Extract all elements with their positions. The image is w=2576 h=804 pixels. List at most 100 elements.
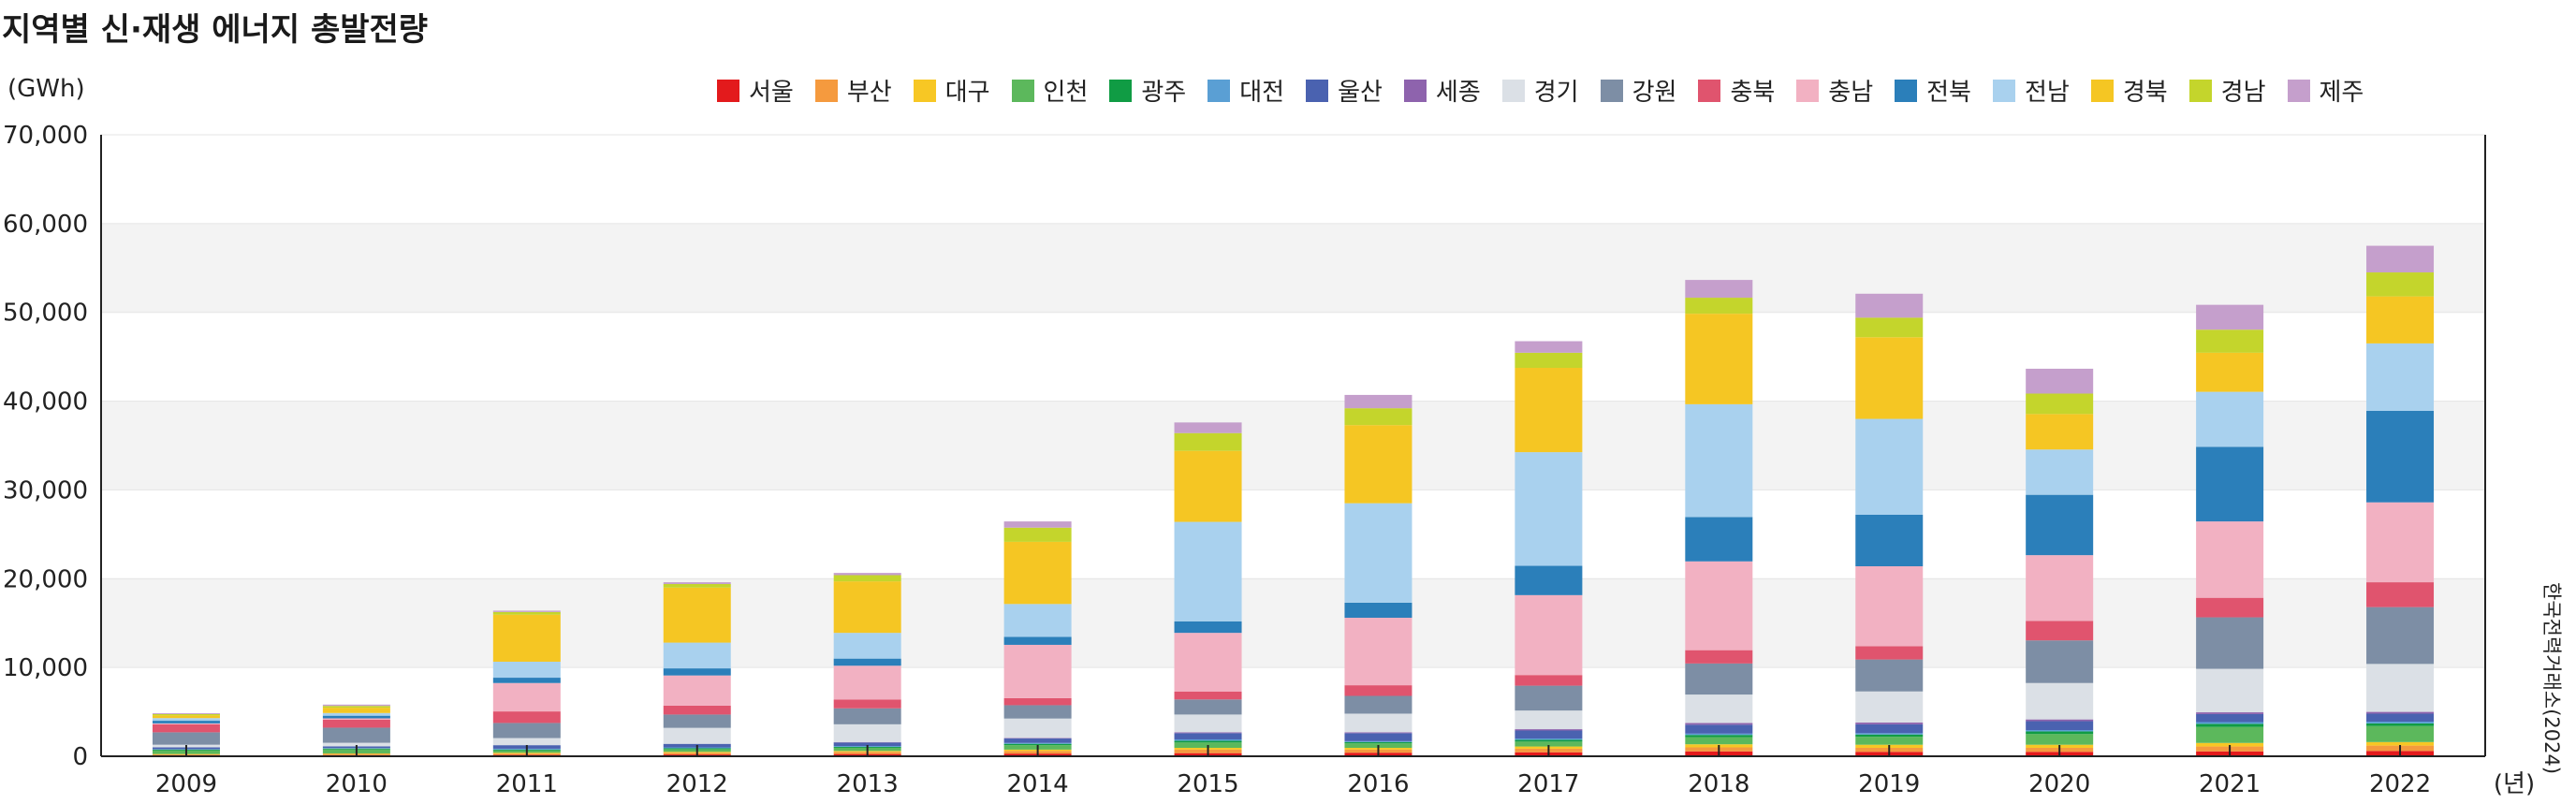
bar-segment <box>2366 725 2435 742</box>
bar-segment <box>492 661 561 679</box>
bar-segment <box>2366 741 2435 746</box>
legend-item: 전남 <box>1992 73 2070 108</box>
bar-segment <box>1174 699 1242 715</box>
bar-segment <box>1174 450 1242 522</box>
bar-segment <box>2366 582 2435 607</box>
source-note: 한국전력거래소(2024) <box>2540 582 2563 775</box>
bar-segment <box>1515 565 1583 595</box>
bar-segment <box>1344 685 1412 696</box>
bar-segment <box>1515 710 1583 730</box>
bar-segment <box>152 732 220 745</box>
bar-segment <box>1174 521 1242 621</box>
legend-label: 전북 <box>1926 79 1971 107</box>
bar-segment <box>2196 742 2264 747</box>
bar-segment <box>833 708 901 724</box>
x-tick-label: 2017 <box>1517 770 1579 798</box>
bar-segment <box>2196 304 2264 330</box>
bar-segment <box>1003 636 1072 645</box>
bar-segment <box>322 742 390 747</box>
bar-segment <box>2026 494 2094 556</box>
bar-segment <box>492 614 561 662</box>
bar-segment <box>1515 739 1583 742</box>
bar-segment <box>492 611 561 615</box>
y-tick-label: 40,000 <box>3 388 88 417</box>
bar-segment <box>1685 694 1753 724</box>
bar-segment <box>1003 738 1072 743</box>
bar-segment <box>663 705 731 715</box>
bar-segment <box>1515 675 1583 686</box>
bar-segment <box>322 704 390 707</box>
bar-segment <box>663 587 731 643</box>
bar-segment <box>1344 602 1412 619</box>
bar-segment <box>1174 738 1242 741</box>
bar-segment <box>1515 730 1583 739</box>
bar-segment <box>1344 618 1412 686</box>
bar-segment <box>2366 272 2435 297</box>
x-tick-label: 2022 <box>2369 770 2431 798</box>
grid-band <box>101 578 2485 668</box>
grid-band <box>101 490 2485 579</box>
legend-swatch <box>1992 79 2015 102</box>
x-tick-label: 2011 <box>496 770 558 798</box>
y-tick-label: 50,000 <box>3 300 88 328</box>
legend-label: 부산 <box>846 79 892 107</box>
bar-segment <box>322 706 390 709</box>
bar-segment <box>2026 449 2094 495</box>
bar-segment <box>152 715 220 719</box>
bar-segment <box>322 715 390 719</box>
bar-segment <box>1003 521 1072 528</box>
bar-segment <box>2196 391 2264 447</box>
legend-item: 대구 <box>913 73 990 108</box>
bar-segment <box>1855 733 1924 735</box>
x-tick-label: 2016 <box>1347 770 1409 798</box>
legend-swatch <box>717 79 739 102</box>
grid-band <box>101 667 2485 756</box>
bar-segment <box>2196 352 2264 392</box>
bar-segment <box>2366 607 2435 665</box>
bar-segment <box>1344 741 1412 744</box>
bar-segment <box>2026 555 2094 621</box>
bar-segment <box>1174 633 1242 692</box>
bar-segment <box>2196 724 2264 727</box>
bar-segment <box>2026 393 2094 415</box>
bar-segment <box>2196 597 2264 618</box>
bar-segment <box>663 675 731 706</box>
x-tick-label: 2012 <box>666 770 728 798</box>
legend-swatch <box>1208 79 1231 102</box>
bar-segment <box>1855 724 1924 734</box>
bar-segment <box>322 718 390 720</box>
legend-item: 충북 <box>1698 73 1775 108</box>
legend-label: 강원 <box>1632 79 1677 107</box>
source-note-container: 한국전력거래소(2024) <box>2540 582 2572 788</box>
bar-segment <box>833 742 901 747</box>
bar-segment <box>1344 713 1412 733</box>
legend-swatch <box>1403 79 1427 102</box>
bar-segment <box>1003 697 1072 706</box>
x-tick-label: 2010 <box>326 770 388 798</box>
bar-segment <box>152 718 220 722</box>
bar-segment <box>2026 734 2094 745</box>
bar-segment <box>1515 741 1583 747</box>
bar-segment <box>492 682 561 712</box>
bar-segment <box>1003 742 1072 744</box>
bar-segment <box>833 575 901 582</box>
legend-item: 제주 <box>2287 73 2364 108</box>
y-tick-label: 10,000 <box>3 654 88 682</box>
bar-segment <box>1515 738 1583 740</box>
bar-segment <box>2026 682 2094 720</box>
bar-segment <box>1003 527 1072 542</box>
x-tick-label: 2019 <box>1858 770 1920 798</box>
y-axis-unit-label: (GWh) <box>7 75 85 103</box>
legend-item: 전북 <box>1895 73 1971 108</box>
legend-label: 세종 <box>1435 79 1481 107</box>
legend-swatch <box>1600 79 1623 102</box>
bar-segment <box>1174 733 1242 739</box>
bar-segment <box>1003 743 1072 746</box>
bar-segment <box>2366 343 2435 412</box>
bar-segment <box>322 708 390 713</box>
bar-segment <box>663 668 731 676</box>
y-tick-label: 60,000 <box>3 211 88 239</box>
bar-segment <box>1855 659 1924 692</box>
legend-item: 부산 <box>814 73 892 108</box>
